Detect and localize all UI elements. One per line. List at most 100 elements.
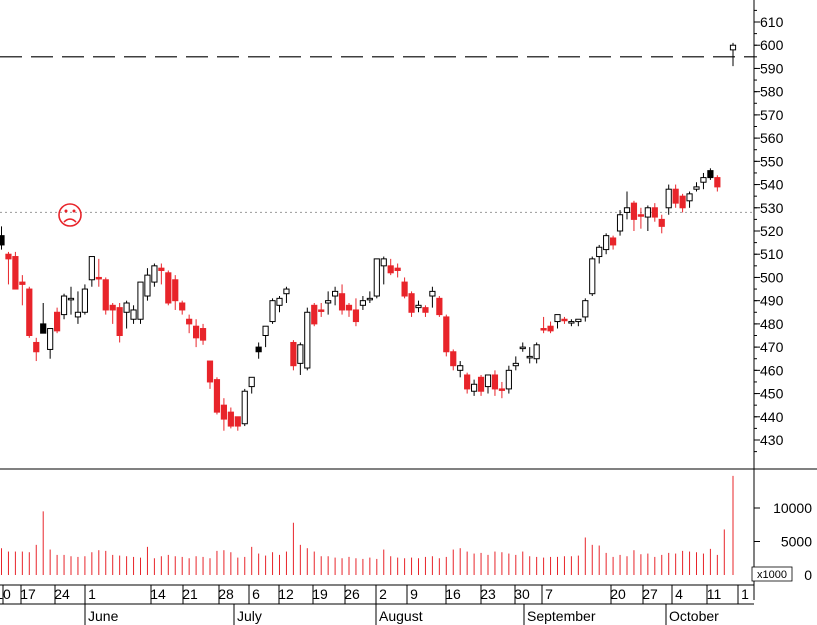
candle-body — [269, 300, 276, 323]
x-day-label: 30 — [514, 586, 530, 602]
candle — [144, 268, 151, 301]
candle — [623, 191, 631, 220]
candle-body — [304, 311, 311, 369]
candle — [241, 388, 248, 427]
candle — [679, 193, 686, 213]
price-tick-label: 480 — [760, 316, 784, 332]
candle — [575, 318, 582, 327]
candle-body — [248, 376, 255, 388]
candle — [603, 233, 610, 255]
candle — [533, 342, 540, 364]
candle — [318, 302, 325, 317]
candle-body — [206, 360, 214, 383]
candle — [526, 347, 533, 364]
x-day-label: 20 — [610, 586, 626, 602]
candle-body — [658, 218, 665, 227]
candle-body — [88, 256, 95, 281]
volume-unit-label: x1000 — [751, 566, 793, 582]
candle — [199, 323, 207, 345]
price-tick-label: 500 — [760, 269, 784, 285]
candle — [102, 277, 109, 315]
candle-body — [471, 383, 478, 392]
candle — [693, 182, 700, 192]
candle-body — [373, 258, 380, 297]
candle-body — [325, 300, 332, 304]
candle — [729, 42, 737, 67]
candle — [0, 226, 5, 250]
candle-body — [352, 309, 360, 323]
candle-body — [575, 318, 582, 323]
candle — [415, 300, 422, 313]
candle-body — [610, 237, 617, 246]
x-day-label: 28 — [218, 586, 234, 602]
candle — [450, 349, 457, 371]
candle-body — [401, 281, 408, 297]
candle-body — [186, 318, 193, 325]
candle-body — [109, 304, 116, 311]
candle — [352, 298, 360, 327]
candle — [12, 251, 19, 290]
candle — [707, 168, 714, 180]
candle-body — [220, 404, 228, 420]
candle-body — [359, 300, 366, 306]
price-tick-label: 600 — [760, 37, 784, 53]
candle-body — [116, 307, 123, 336]
candle — [610, 235, 617, 250]
candle — [116, 302, 123, 343]
candle-body — [616, 214, 624, 232]
candle-body — [665, 188, 672, 209]
candle — [519, 342, 526, 352]
candle-body — [540, 328, 547, 331]
candle-body — [596, 246, 603, 258]
candle-body — [102, 279, 109, 311]
x-day-label: 1 — [88, 586, 96, 602]
candle — [338, 284, 346, 315]
candle-body — [67, 297, 75, 301]
candle — [596, 244, 603, 264]
candle — [5, 251, 12, 285]
volume-unit-text: x1000 — [757, 569, 787, 581]
candle-body — [630, 202, 638, 220]
price-tick-label: 510 — [760, 246, 784, 262]
price-tick-label: 580 — [760, 84, 784, 100]
candle-body — [5, 253, 12, 260]
price-tick-label: 430 — [760, 432, 784, 448]
candle — [81, 284, 89, 315]
candle — [429, 286, 436, 308]
x-day-label: 21 — [182, 586, 198, 602]
price-tick-label: 540 — [760, 177, 784, 193]
candle — [408, 291, 415, 317]
candle — [582, 298, 589, 322]
candle-body — [526, 355, 533, 359]
x-day-label: 19 — [312, 586, 328, 602]
candle — [269, 298, 276, 324]
candle-body — [415, 304, 422, 309]
candle-body — [0, 235, 5, 246]
x-axis: 1017241142128612192629162330720274111Jun… — [0, 585, 754, 625]
candle-body — [193, 325, 200, 339]
candle — [33, 337, 40, 362]
candle-body — [505, 369, 512, 390]
price-tick-label: 440 — [760, 409, 784, 425]
candle — [345, 302, 353, 317]
candle — [151, 263, 158, 287]
candle — [290, 340, 297, 371]
candle — [512, 356, 519, 371]
candle-body — [151, 265, 158, 283]
candle — [248, 376, 255, 394]
volume-tick-label: 5000 — [781, 534, 812, 550]
candle — [186, 314, 193, 334]
candle-body — [477, 376, 485, 392]
x-month-label: September — [527, 608, 596, 624]
candle-body — [144, 274, 151, 297]
candle-body — [429, 290, 436, 297]
candle-body — [457, 365, 464, 371]
candle-body — [707, 170, 714, 179]
candle — [471, 379, 478, 396]
candle-body — [533, 344, 540, 360]
candle-body — [547, 325, 554, 332]
candle — [172, 275, 179, 310]
candle — [658, 214, 665, 234]
